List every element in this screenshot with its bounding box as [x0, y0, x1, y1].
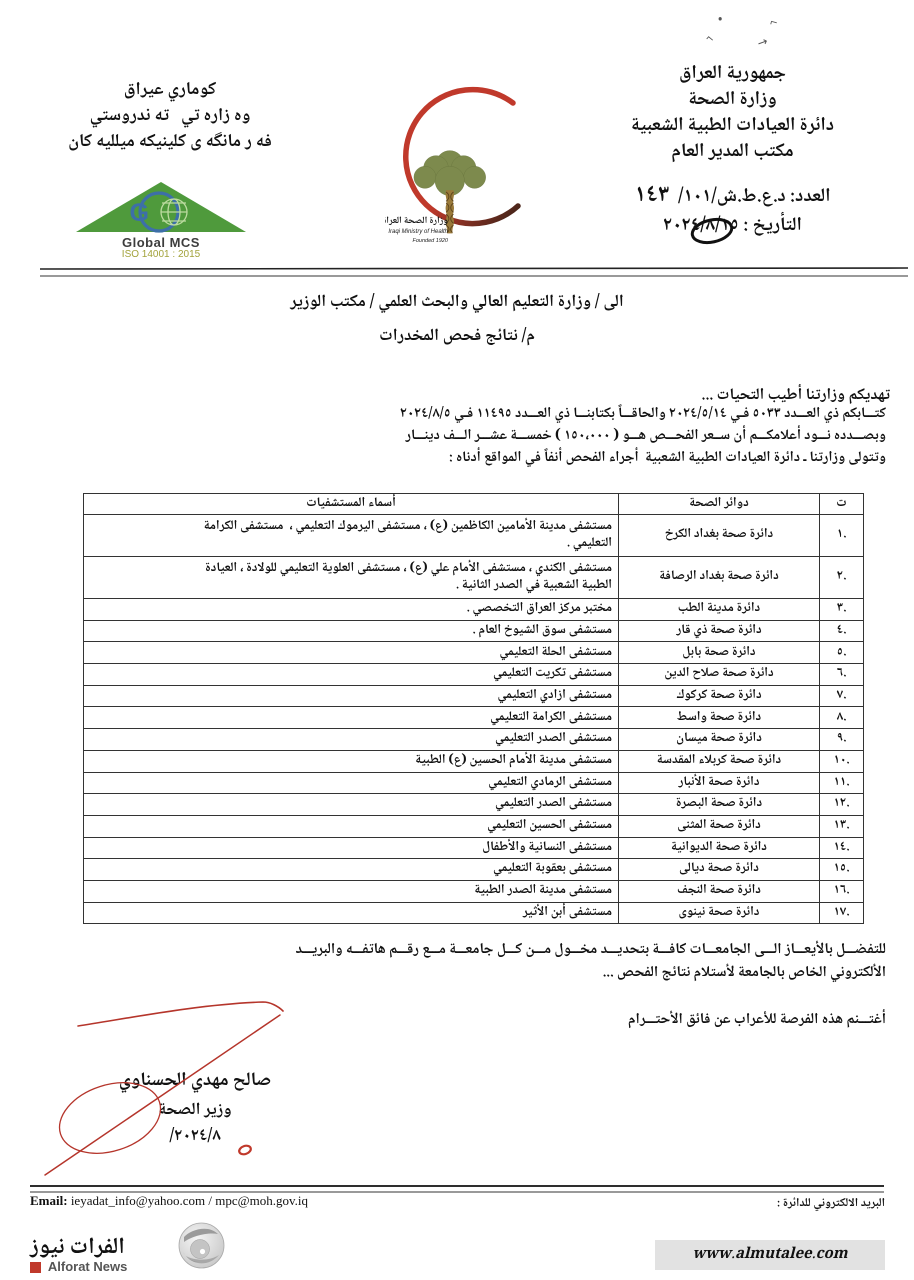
- svg-text:Founded 1920: Founded 1920: [413, 238, 449, 244]
- svg-text:G: G: [130, 199, 149, 227]
- svg-text:Iraqi Ministry of Health: Iraqi Ministry of Health: [388, 229, 448, 235]
- svg-text:وزارة الصحة العراقية: وزارة الصحة العراقية: [385, 214, 448, 230]
